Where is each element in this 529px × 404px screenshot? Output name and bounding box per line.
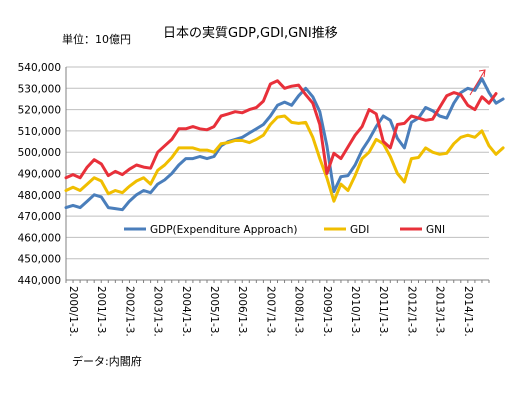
y-tick-label: 530,000 xyxy=(18,83,61,95)
y-tick-label: 450,000 xyxy=(18,254,61,266)
y-tick-label: 500,000 xyxy=(18,147,61,159)
y-tick-label: 460,000 xyxy=(18,232,61,244)
legend-label: GNI xyxy=(426,224,445,236)
x-tick-label: 2002/1-3. xyxy=(123,286,135,337)
x-tick-label: 2013/1-3. xyxy=(434,286,446,337)
x-tick-label: 2003/1-3. xyxy=(152,286,164,337)
series-line xyxy=(64,79,498,180)
series-line xyxy=(64,114,505,203)
y-tick-label: 440,000 xyxy=(18,275,61,287)
y-tick-label: 480,000 xyxy=(18,190,61,202)
x-tick-label: 2006/1-3. xyxy=(236,286,248,337)
series-line xyxy=(64,77,505,212)
legend-label: GDP(Expenditure Approach) xyxy=(150,224,298,236)
x-tick-label: 2000/1-3. xyxy=(67,286,79,337)
chart-title: 日本の実質GDP,GDI,GNI推移 xyxy=(163,25,338,41)
x-tick-label: 2008/1-3. xyxy=(293,286,305,337)
legend: GDP(Expenditure Approach) GDI GNI xyxy=(124,224,445,236)
x-tick-label: 2010/1-3. xyxy=(349,286,361,337)
legend-label: GDI xyxy=(350,224,369,236)
trend-arrow-icon xyxy=(469,69,486,96)
x-tick-label: 2007/1-3. xyxy=(264,286,276,337)
y-tick-label: 540,000 xyxy=(18,62,61,74)
series-layer xyxy=(64,77,505,212)
y-tick-label: 520,000 xyxy=(18,105,61,117)
axis-layer: 440,000 450,000 460,000 470,000 480,000 490,0… xyxy=(18,62,490,337)
source-label: データ:内閣府 xyxy=(72,354,142,368)
x-tick-label: 2012/1-3. xyxy=(405,286,417,337)
x-tick-label: 2004/1-3. xyxy=(180,286,192,337)
x-tick-label: 2005/1-3. xyxy=(208,286,220,337)
y-tick-label: 490,000 xyxy=(18,169,61,181)
x-tick-label: 2001/1-3. xyxy=(95,286,107,337)
x-tick-label: 2014/1-3. xyxy=(462,286,474,337)
y-tick-label: 470,000 xyxy=(18,211,61,223)
x-tick-label: 2011/1-3. xyxy=(377,286,389,337)
grid-layer xyxy=(66,66,489,281)
y-tick-label: 510,000 xyxy=(18,126,61,138)
unit-label: 単位：10億円 xyxy=(62,32,131,46)
x-tick-label: 2009/1-3. xyxy=(321,286,333,337)
